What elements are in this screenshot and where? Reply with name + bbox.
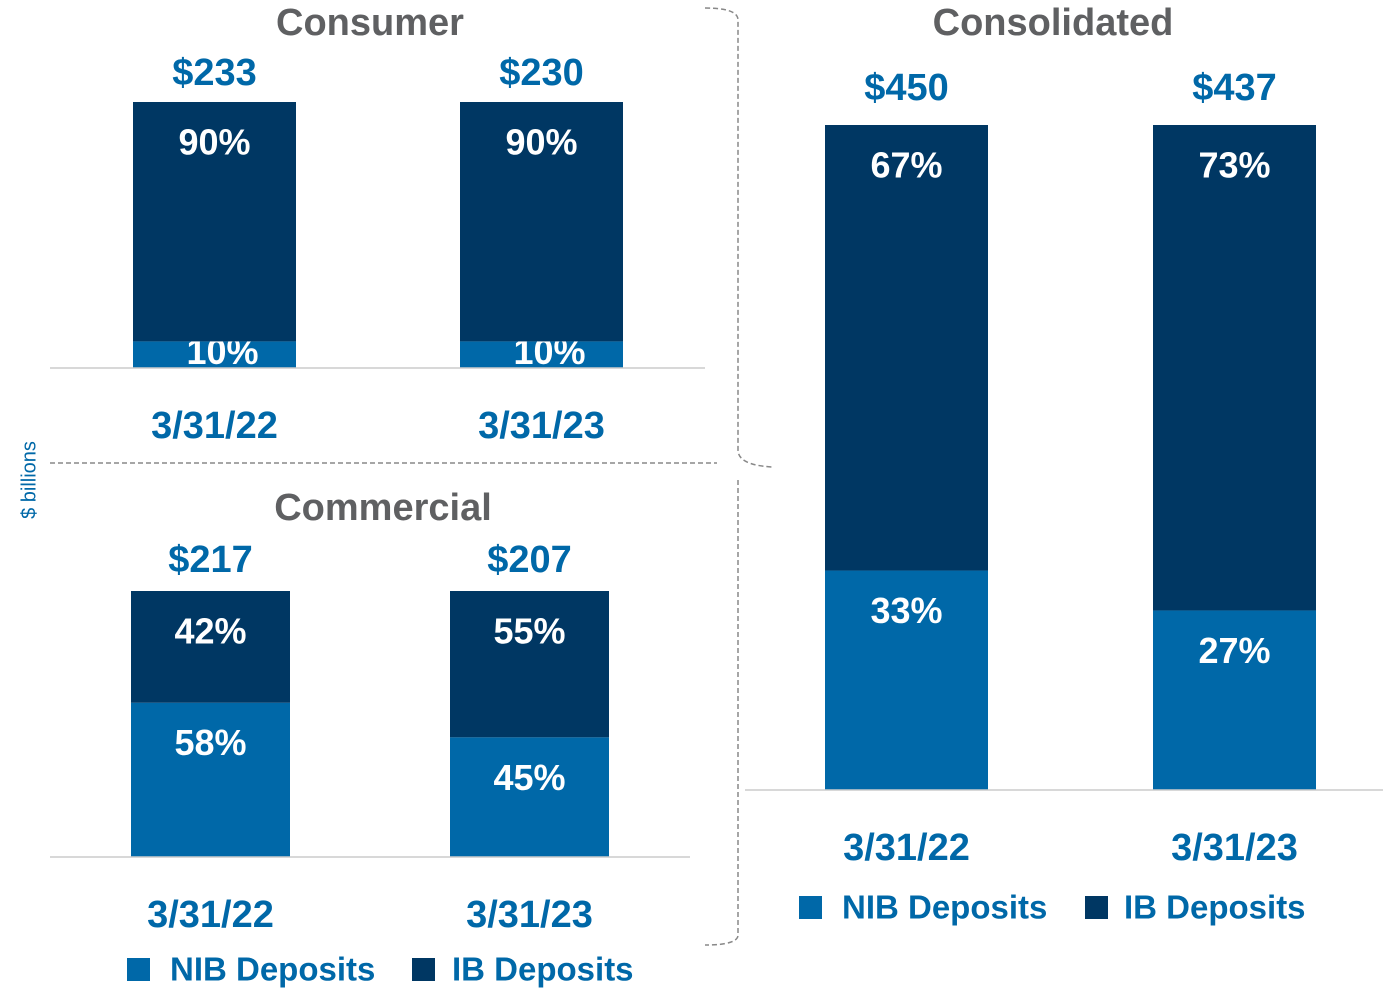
legend-label: IB Deposits [1124, 889, 1306, 926]
x-tick-label: 3/31/22 [147, 894, 274, 936]
bar-segment [450, 591, 609, 738]
bar-segment [133, 102, 296, 342]
bar-segment [133, 341, 296, 368]
bar-segment [825, 570, 988, 790]
value-label: 42% [174, 611, 246, 652]
bar-segment [131, 591, 290, 703]
total-label: $450 [864, 67, 949, 109]
value-label: 67% [870, 145, 942, 186]
panel-title: Consumer [276, 2, 464, 44]
total-label: $233 [172, 52, 257, 94]
panel-title: Commercial [274, 487, 492, 529]
value-label: 55% [493, 611, 565, 652]
total-label: $437 [1192, 67, 1277, 109]
bar-segment [131, 702, 290, 857]
value-label: 33% [870, 590, 942, 631]
bar-segment [450, 737, 609, 857]
bar-segment [1153, 610, 1316, 790]
legend-swatch [799, 896, 822, 919]
legend-swatch [412, 958, 435, 981]
panel-title: Consolidated [933, 2, 1174, 44]
value-label: 45% [493, 757, 565, 798]
total-label: $207 [487, 539, 572, 581]
legend-label: NIB Deposits [842, 889, 1047, 926]
value-label: 58% [174, 722, 246, 763]
value-label: 90% [178, 122, 250, 163]
legend-label: NIB Deposits [170, 951, 375, 988]
total-label: $230 [499, 52, 584, 94]
y-axis-label: $ billions [18, 441, 40, 519]
total-label: $217 [168, 539, 253, 581]
bar-segment [460, 102, 623, 342]
value-label: 90% [505, 122, 577, 163]
x-tick-label: 3/31/23 [478, 405, 605, 447]
bar-segment [460, 341, 623, 368]
legend-swatch [1085, 896, 1108, 919]
value-label: 73% [1198, 145, 1270, 186]
legend-swatch [127, 958, 150, 981]
legend-label: IB Deposits [452, 951, 634, 988]
value-label: 27% [1198, 630, 1270, 671]
x-tick-label: 3/31/23 [466, 894, 593, 936]
x-tick-label: 3/31/22 [843, 827, 970, 869]
bar-segment [1153, 125, 1316, 611]
bar-segment [825, 125, 988, 571]
brace [704, 7, 773, 946]
x-tick-label: 3/31/23 [1171, 827, 1298, 869]
x-tick-label: 3/31/22 [151, 405, 278, 447]
